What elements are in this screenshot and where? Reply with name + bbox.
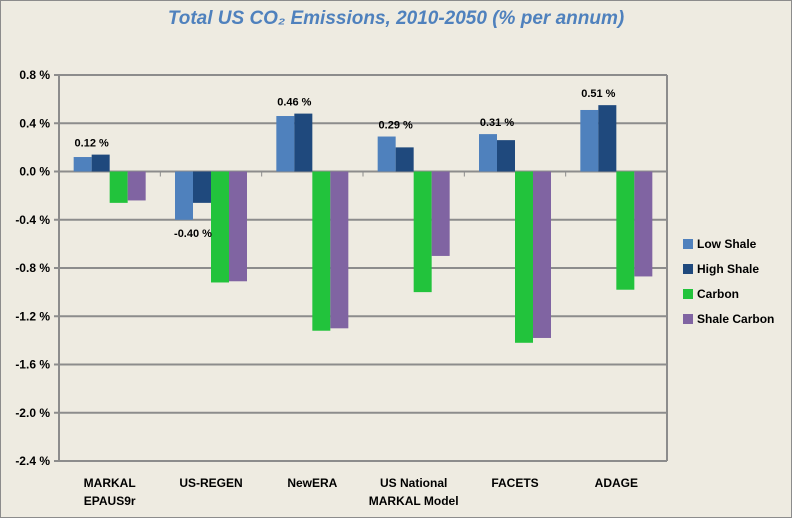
legend: Low Shale High Shale Carbon Shale Carbon xyxy=(683,231,774,331)
data-label: 0.46 % xyxy=(277,97,311,109)
x-category-label: NewERA xyxy=(287,476,337,490)
bar-high-shale xyxy=(91,154,110,172)
x-category-label: MARKAL Model xyxy=(369,494,459,508)
data-label: 0.51 % xyxy=(581,88,615,100)
legend-item: Shale Carbon xyxy=(683,306,774,331)
bar-shale-carbon xyxy=(127,171,146,201)
bar-carbon xyxy=(515,171,533,343)
y-tick-label: 0.4 % xyxy=(19,116,50,130)
bar-carbon xyxy=(616,171,635,290)
y-tick-label: 0.8 % xyxy=(19,68,50,82)
bar-carbon xyxy=(211,171,229,283)
chart-title: Total US CO₂ Emissions, 2010-2050 (% per… xyxy=(167,8,625,29)
legend-item: Carbon xyxy=(683,281,774,306)
data-label: 0.12 % xyxy=(75,138,109,150)
legend-label: High Shale xyxy=(697,261,760,276)
bar-shale-carbon xyxy=(431,171,450,256)
legend-label: Low Shale xyxy=(697,236,757,251)
bar-low-shale xyxy=(479,134,497,172)
y-tick-label: -1.6 % xyxy=(15,358,50,372)
data-label: 0.31 % xyxy=(480,117,514,129)
bar-low-shale xyxy=(580,109,599,172)
bar-low-shale xyxy=(377,136,396,172)
bar-high-shale xyxy=(395,147,414,172)
data-label: 0.29 % xyxy=(379,120,413,132)
y-tick-label: -0.4 % xyxy=(15,213,50,227)
bar-shale-carbon xyxy=(634,171,653,277)
bar-high-shale xyxy=(598,105,617,172)
bar-low-shale xyxy=(73,157,92,172)
bar-high-shale xyxy=(497,140,515,172)
legend-label: Shale Carbon xyxy=(697,311,775,326)
bar-shale-carbon xyxy=(533,171,551,338)
bar-carbon xyxy=(413,171,432,293)
legend-swatch xyxy=(683,238,693,249)
bar-low-shale xyxy=(175,171,193,220)
legend-swatch xyxy=(683,263,693,274)
x-category-label: ADAGE xyxy=(595,476,638,490)
legend-item: High Shale xyxy=(683,256,774,281)
bar-carbon xyxy=(312,171,331,331)
bar-high-shale xyxy=(193,171,211,203)
y-tick-label: -2.4 % xyxy=(15,454,50,468)
bar-low-shale xyxy=(276,116,295,172)
bar-carbon xyxy=(109,171,128,203)
bar-high-shale xyxy=(294,113,313,172)
x-category-label: EPAUS9r xyxy=(84,494,136,508)
legend-swatch xyxy=(683,288,693,299)
bar-shale-carbon xyxy=(229,171,247,282)
x-category-label: MARKAL xyxy=(84,476,136,490)
y-tick-label: -2.0 % xyxy=(15,406,50,420)
legend-item: Low Shale xyxy=(683,231,774,256)
y-tick-label: 0.0 % xyxy=(19,165,50,179)
y-tick-label: -1.2 % xyxy=(15,309,50,323)
bar-shale-carbon xyxy=(330,171,349,329)
data-label: -0.40 % xyxy=(174,228,212,240)
x-category-label: FACETS xyxy=(491,476,538,490)
y-tick-label: -0.8 % xyxy=(15,261,50,275)
x-category-label: US National xyxy=(380,476,447,490)
x-category-label: US-REGEN xyxy=(179,476,242,490)
legend-swatch xyxy=(683,313,693,324)
legend-label: Carbon xyxy=(697,286,739,301)
